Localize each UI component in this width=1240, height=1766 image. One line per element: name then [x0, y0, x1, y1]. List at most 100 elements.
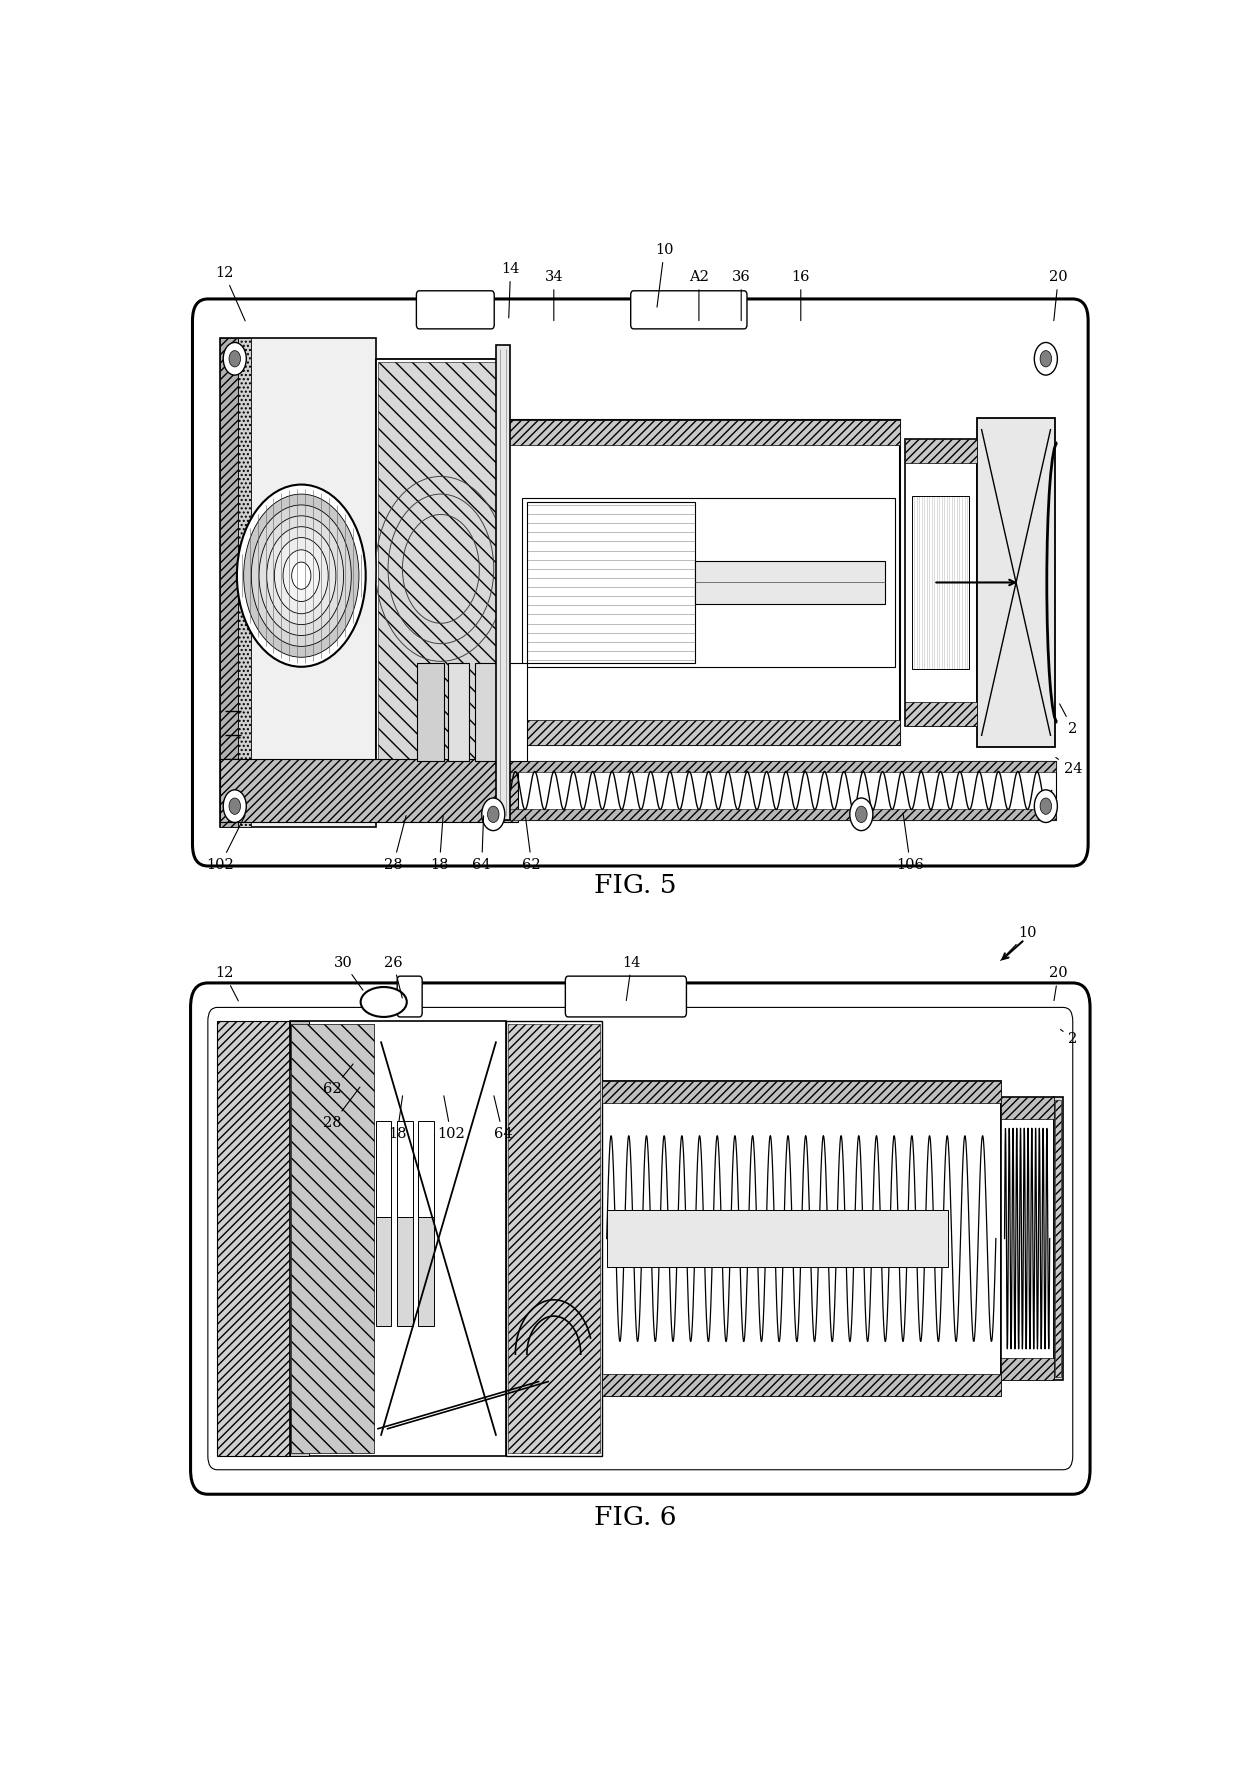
Text: 36: 36 [732, 270, 750, 321]
Circle shape [291, 562, 311, 590]
Bar [506, 1021, 601, 1457]
Bar [601, 1081, 1001, 1104]
Text: 28: 28 [384, 816, 405, 872]
Text: 2: 2 [1060, 1030, 1078, 1045]
Bar [501, 420, 900, 745]
Ellipse shape [361, 987, 407, 1017]
Bar [977, 419, 1055, 747]
Bar [1055, 1100, 1061, 1377]
Bar [506, 809, 1056, 819]
Bar [507, 664, 527, 761]
Bar [418, 1151, 434, 1326]
Bar [1001, 1097, 1054, 1379]
Circle shape [259, 516, 343, 636]
Text: 28: 28 [324, 1088, 360, 1130]
Text: FIG. 5: FIG. 5 [594, 872, 677, 897]
Text: A2: A2 [689, 270, 709, 321]
Circle shape [1034, 789, 1058, 823]
Bar [475, 664, 503, 761]
Text: 12: 12 [215, 267, 246, 321]
Bar [606, 1210, 947, 1266]
Bar [905, 701, 977, 726]
Text: 12: 12 [215, 966, 238, 1001]
Bar [522, 498, 895, 668]
Text: 18: 18 [388, 1097, 407, 1141]
Bar [696, 562, 885, 604]
Text: 20: 20 [1049, 966, 1068, 1001]
Bar [418, 664, 444, 761]
Text: 106: 106 [897, 812, 924, 872]
Bar [293, 1068, 306, 1409]
Bar [290, 1021, 309, 1068]
Circle shape [267, 526, 336, 625]
Bar [291, 1024, 373, 1453]
Circle shape [229, 351, 241, 367]
Bar [905, 438, 977, 726]
Text: 14: 14 [501, 261, 520, 318]
Bar [290, 1409, 309, 1457]
Bar [418, 1121, 434, 1217]
Text: 16: 16 [791, 270, 810, 321]
Text: 64: 64 [472, 816, 491, 872]
Bar [527, 502, 696, 662]
FancyBboxPatch shape [192, 298, 1089, 865]
Bar [397, 1121, 413, 1217]
Bar [397, 1151, 413, 1326]
Bar [601, 1374, 1001, 1395]
Text: 34: 34 [544, 270, 563, 321]
Bar [905, 438, 977, 463]
Bar [501, 721, 900, 745]
Bar [1001, 1097, 1054, 1120]
Bar [1001, 1358, 1054, 1379]
Bar [501, 420, 900, 445]
FancyBboxPatch shape [191, 984, 1090, 1494]
Circle shape [856, 805, 867, 823]
Bar [221, 339, 376, 826]
Circle shape [223, 789, 247, 823]
Circle shape [237, 484, 366, 668]
Bar [376, 358, 506, 805]
FancyBboxPatch shape [397, 977, 422, 1017]
Text: 20: 20 [1049, 270, 1068, 321]
Text: 18: 18 [430, 816, 449, 872]
Circle shape [487, 805, 498, 823]
Circle shape [229, 798, 241, 814]
Text: 62: 62 [522, 816, 541, 872]
Bar [217, 1021, 290, 1457]
FancyBboxPatch shape [631, 291, 746, 328]
Text: 102: 102 [207, 816, 246, 872]
Circle shape [1040, 351, 1052, 367]
Bar [448, 664, 469, 761]
Text: 62: 62 [324, 1063, 353, 1097]
Circle shape [274, 537, 329, 615]
Bar [221, 759, 518, 823]
Bar [507, 1024, 600, 1453]
Circle shape [252, 505, 351, 646]
Circle shape [1040, 798, 1052, 814]
Circle shape [223, 343, 247, 374]
Text: 14: 14 [622, 955, 641, 1001]
Text: 2: 2 [1060, 705, 1078, 736]
Bar [506, 761, 1056, 819]
Circle shape [1034, 343, 1058, 374]
Bar [913, 496, 968, 669]
Bar [506, 761, 1056, 772]
Bar [1054, 1097, 1063, 1379]
Bar [290, 1021, 506, 1457]
Circle shape [283, 549, 320, 602]
Text: 102: 102 [438, 1097, 465, 1141]
Text: 10: 10 [1001, 925, 1037, 961]
Text: 64: 64 [494, 1095, 512, 1141]
Text: FIG. 6: FIG. 6 [594, 1505, 677, 1529]
Text: 24: 24 [1055, 758, 1083, 777]
Circle shape [849, 798, 873, 830]
Text: 26: 26 [384, 955, 403, 998]
Bar [376, 1121, 392, 1217]
Text: 10: 10 [655, 244, 673, 307]
Bar [601, 1081, 1001, 1395]
Bar [378, 362, 503, 804]
Bar [376, 1151, 392, 1326]
FancyBboxPatch shape [417, 291, 495, 328]
Circle shape [481, 798, 505, 830]
Bar [238, 339, 250, 826]
